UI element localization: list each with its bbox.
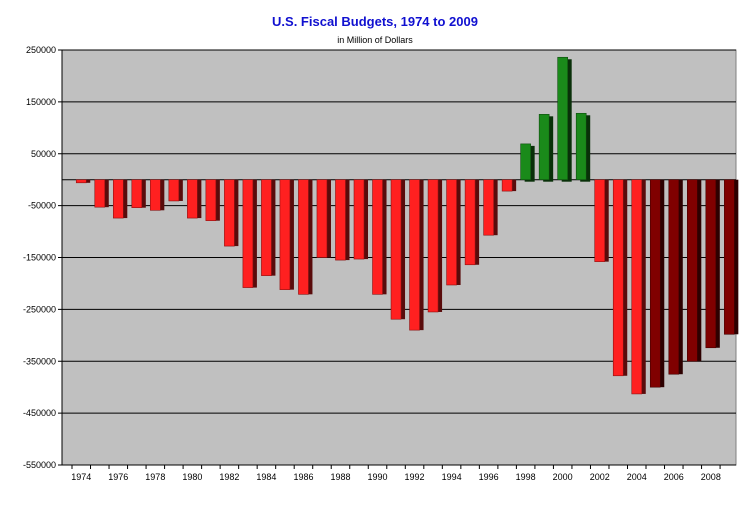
y-tick-label: 150000: [26, 97, 56, 107]
bar-1997: [502, 180, 512, 191]
y-tick-label: -250000: [23, 304, 56, 314]
bar-1977: [132, 180, 142, 208]
bar-1995: [465, 180, 475, 265]
x-tick-label: 1980: [182, 472, 202, 482]
bar-2006: [669, 180, 679, 375]
x-tick-label: 2004: [627, 472, 647, 482]
bar-1994: [447, 180, 457, 285]
bar-1989: [354, 180, 364, 259]
y-tick-label: -350000: [23, 356, 56, 366]
bar-1976: [113, 180, 123, 218]
x-tick-label: 1984: [256, 472, 276, 482]
x-tick-label: 1976: [108, 472, 128, 482]
bar-1975: [95, 180, 105, 207]
bar-2000: [558, 57, 568, 179]
x-tick-label: 1994: [442, 472, 462, 482]
bar-1991: [391, 180, 401, 320]
x-tick-label: 1974: [71, 472, 91, 482]
y-tick-label: -150000: [23, 253, 56, 263]
x-tick-label: 1996: [479, 472, 499, 482]
x-tick-label: 1982: [219, 472, 239, 482]
bar-1979: [169, 180, 179, 201]
bar-1980: [187, 180, 197, 218]
y-tick-label: -50000: [28, 201, 56, 211]
x-tick-label: 1998: [516, 472, 536, 482]
bar-2003: [613, 180, 623, 376]
bar-1984: [261, 180, 271, 276]
x-tick-label: 1992: [405, 472, 425, 482]
bar-1993: [428, 180, 438, 312]
bar-1978: [150, 180, 160, 211]
y-tick-label: 50000: [31, 149, 56, 159]
bar-1985: [280, 180, 290, 290]
bar-1987: [317, 180, 327, 258]
bar-1996: [484, 180, 494, 236]
bar-1986: [298, 180, 308, 295]
x-tick-label: 1990: [368, 472, 388, 482]
x-tick-label: 2006: [664, 472, 684, 482]
y-tick-label: -550000: [23, 460, 56, 470]
bar-2005: [650, 180, 660, 388]
bar-2008: [706, 180, 716, 348]
bar-1999: [539, 114, 549, 179]
bar-2004: [632, 180, 642, 394]
bar-2009: [724, 180, 734, 335]
x-tick-label: 1978: [145, 472, 165, 482]
bar-2002: [595, 180, 605, 262]
x-tick-label: 1988: [330, 472, 350, 482]
x-tick-label: 2000: [553, 472, 573, 482]
bar-1983: [243, 180, 253, 288]
bar-1988: [335, 180, 345, 260]
bar-1990: [373, 180, 383, 295]
y-tick-label: -450000: [23, 408, 56, 418]
y-tick-label: 250000: [26, 45, 56, 55]
x-tick-label: 2002: [590, 472, 610, 482]
bar-1998: [521, 144, 531, 180]
bar-2007: [687, 180, 697, 362]
x-tick-label: 1986: [293, 472, 313, 482]
x-tick-label: 2008: [701, 472, 721, 482]
bar-2001: [576, 113, 586, 179]
bar-1981: [206, 180, 216, 221]
bar-1982: [224, 180, 234, 246]
bar-1992: [410, 180, 420, 330]
bar-1974: [76, 180, 86, 183]
